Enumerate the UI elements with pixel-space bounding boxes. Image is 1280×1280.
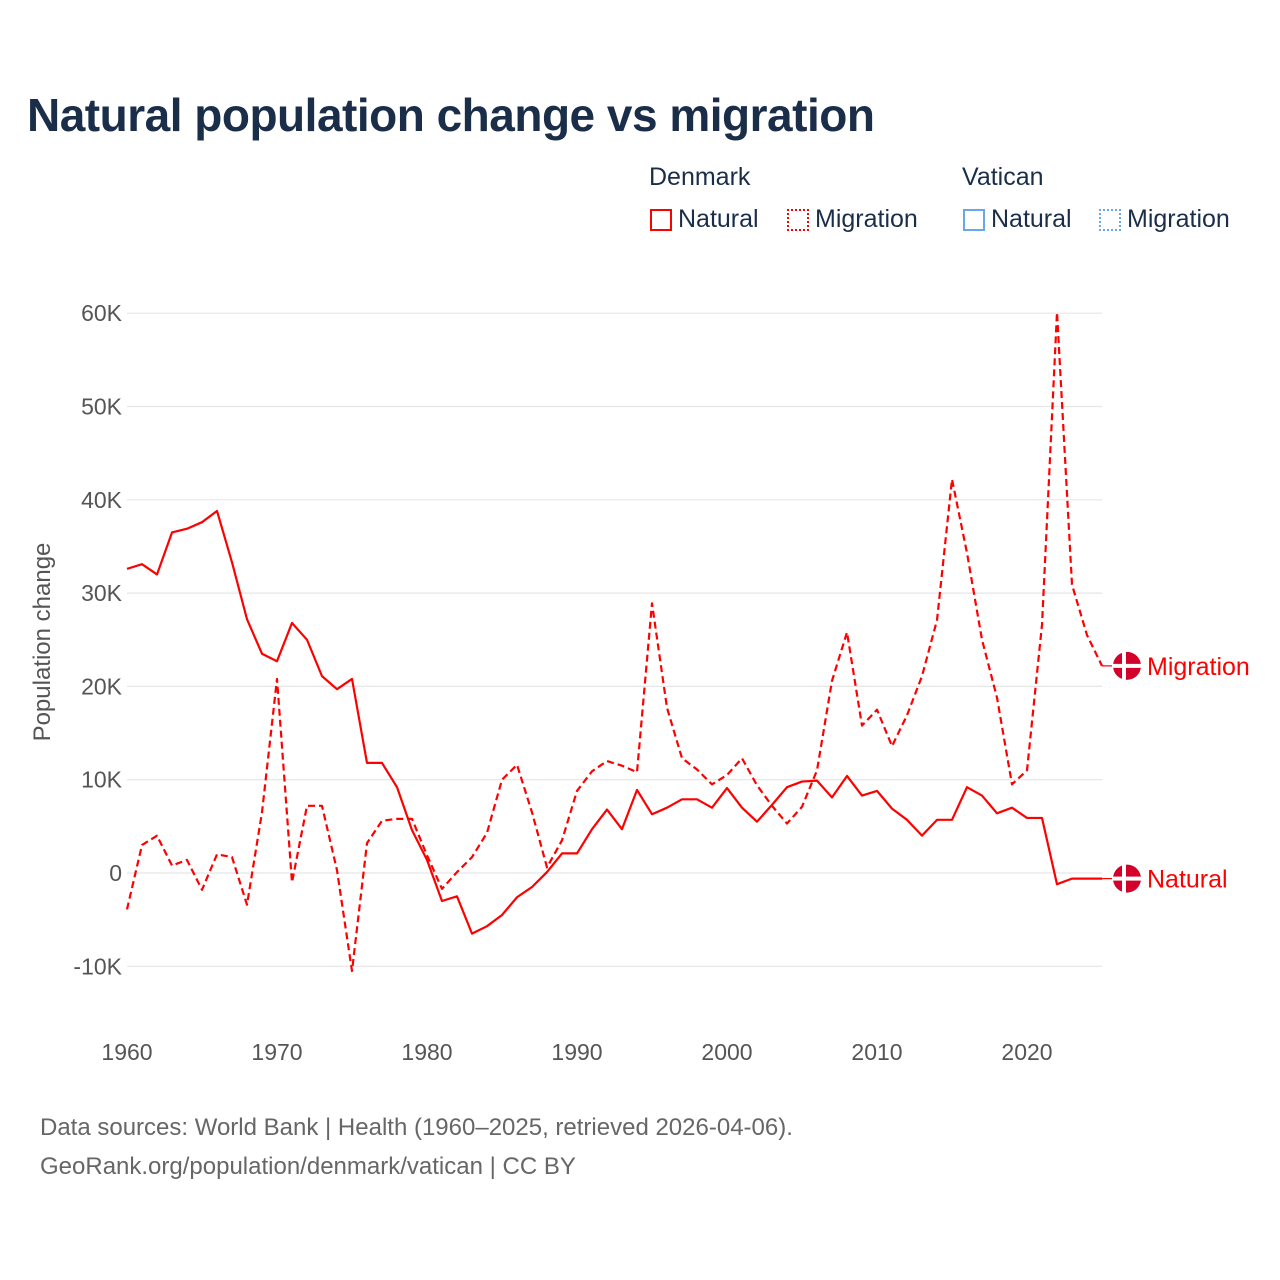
legend-group-vatican: Vatican (962, 163, 1044, 191)
x-tick-label: 1980 (401, 1039, 452, 1065)
legend-denmark-natural[interactable]: Natural (650, 205, 759, 234)
dotted-swatch-icon (787, 208, 809, 231)
x-tick-label: 2010 (851, 1039, 902, 1065)
x-tick-label: 1960 (101, 1039, 152, 1065)
legend-vatican-natural[interactable]: Natural (963, 205, 1072, 234)
footer-sources: Data sources: World Bank | Health (1960–… (40, 1114, 793, 1141)
y-tick-label: 60K (81, 300, 123, 326)
chart-title: Natural population change vs migration (27, 89, 875, 141)
solid-swatch-icon (963, 208, 985, 231)
footer: Data sources: World Bank | Health (1960–… (40, 1108, 793, 1186)
solid-swatch-icon (650, 208, 672, 231)
x-tick-label: 2000 (701, 1039, 752, 1065)
series-line-natural (126, 509, 1102, 935)
x-tick-label: 1990 (551, 1039, 602, 1065)
legend-group-denmark: Denmark (649, 163, 751, 191)
legend-label: Migration (815, 205, 918, 233)
y-tick-label: -10K (73, 953, 122, 979)
series-end-label: Migration (1147, 653, 1250, 681)
legend-vatican-migration[interactable]: Migration (1099, 205, 1230, 234)
legend-label: Natural (678, 205, 759, 233)
legend-label: Migration (1127, 205, 1230, 233)
y-tick-label: 50K (81, 394, 123, 420)
y-tick-label: 40K (81, 487, 123, 513)
y-axis-label: Population change (29, 543, 56, 742)
dotted-swatch-icon (1099, 208, 1121, 231)
series-line-migration (125, 311, 1103, 973)
series-end-label: Natural (1147, 866, 1228, 894)
y-tick-label: 30K (81, 580, 123, 606)
legend-denmark-migration[interactable]: Migration (787, 205, 918, 234)
x-tick-label: 1970 (251, 1039, 302, 1065)
y-tick-label: 20K (81, 673, 123, 699)
y-tick-label: 10K (81, 767, 123, 793)
denmark-flag-icon (1113, 864, 1141, 893)
legend-label: Natural (991, 205, 1072, 233)
x-tick-label: 2020 (1001, 1039, 1052, 1065)
footer-url: GeoRank.org/population/denmark/vatican |… (40, 1153, 576, 1180)
y-tick-label: 0 (109, 860, 122, 886)
denmark-flag-icon (1113, 651, 1141, 680)
